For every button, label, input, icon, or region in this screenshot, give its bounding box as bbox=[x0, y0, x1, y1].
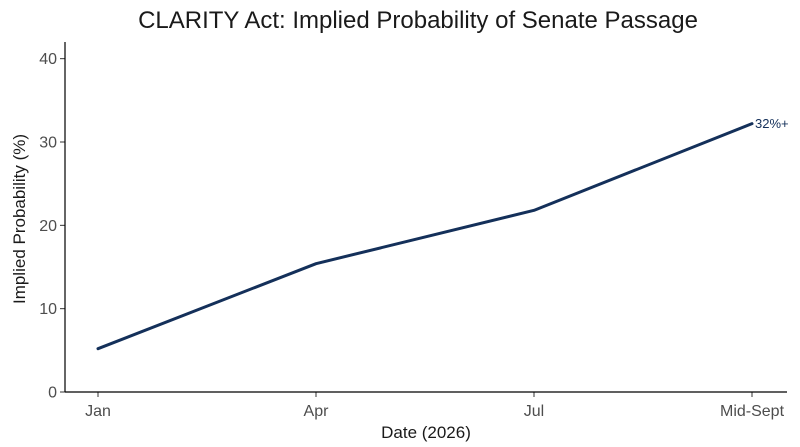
x-tick-label: Jul bbox=[524, 403, 544, 420]
x-tick-label: Apr bbox=[304, 403, 330, 420]
chart-title: CLARITY Act: Implied Probability of Sena… bbox=[138, 7, 698, 34]
x-tick-label: Jan bbox=[85, 403, 111, 420]
series-group: 32%+ bbox=[96, 116, 789, 351]
y-tick-label: 30 bbox=[39, 135, 57, 152]
y-tick-label: 20 bbox=[39, 218, 57, 235]
x-axis-title: Date (2026) bbox=[381, 423, 471, 442]
x-tick-label: Mid-Sept bbox=[720, 403, 785, 420]
series-line bbox=[96, 122, 754, 351]
end-value-label: 32%+ bbox=[755, 116, 789, 131]
y-tick-label: 0 bbox=[48, 385, 57, 402]
y-tick-label: 40 bbox=[39, 51, 57, 68]
y-axis-title: Implied Probability (%) bbox=[10, 134, 29, 304]
y-tick-label: 10 bbox=[39, 301, 57, 318]
x-axis: Jan Apr Jul Mid-Sept bbox=[85, 392, 785, 420]
y-axis: 0 10 20 30 40 bbox=[39, 51, 65, 402]
